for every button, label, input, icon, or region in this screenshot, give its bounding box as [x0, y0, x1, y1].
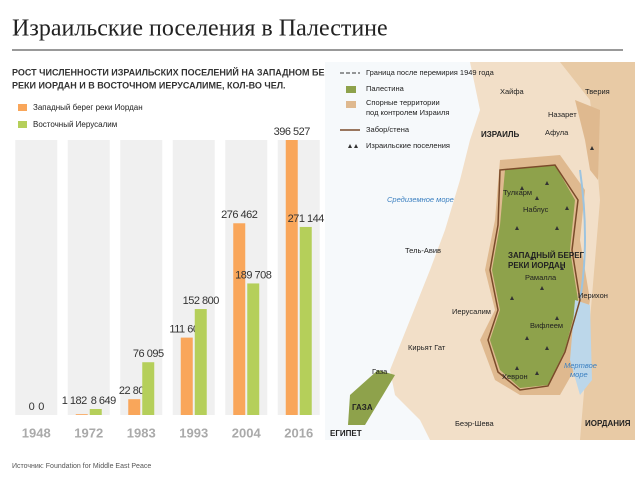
x-tick-label: 1948 — [22, 425, 51, 440]
chart-title: РЕКИ ИОРДАН И В ВОСТОЧНОМ ИЕРУСАЛИМЕ, КО… — [12, 80, 286, 90]
value-label: 76 095 — [133, 348, 164, 360]
column-band — [172, 140, 215, 415]
bar — [180, 337, 193, 415]
column-band — [120, 140, 163, 415]
bar — [233, 223, 246, 415]
map-label: Средиземное море — [387, 195, 454, 204]
map-legend: Спорные территории — [366, 98, 440, 107]
map-label: ЗАПАДНЫЙ БЕРЕГ — [508, 251, 585, 260]
map-label: Хайфа — [500, 87, 525, 96]
map-legend: Граница после перемирия 1949 года — [366, 68, 495, 77]
source: Источник: Foundation for Middle East Pea… — [12, 463, 151, 470]
map-legend: Забор/стена — [366, 125, 410, 134]
map-label: ИЗРАИЛЬ — [481, 130, 520, 139]
bar — [194, 309, 207, 415]
column-band — [15, 140, 58, 415]
map-label: ИОРДАНИЯ — [585, 419, 631, 428]
bar — [299, 226, 312, 415]
value-label: 189 708 — [235, 269, 272, 281]
value-label: 0 — [29, 401, 35, 413]
bar — [142, 362, 155, 415]
legend-label: Западный берег реки Иордан — [33, 103, 143, 112]
map-label: Мертвое — [564, 361, 597, 370]
chart-title: РОСТ ЧИСЛЕННОСТИ ИЗРАИЛЬСКИХ ПОСЕЛЕНИЙ Н… — [12, 66, 348, 77]
map-label: Назарет — [548, 110, 577, 119]
legend-swatch — [18, 104, 27, 111]
bar — [285, 140, 298, 415]
map-label: Тель-Авив — [405, 246, 441, 255]
map-label: Тверия — [585, 87, 610, 96]
page-title: Израильские поселения в Палестине — [12, 16, 388, 42]
x-tick-label: 1972 — [74, 425, 103, 440]
legend-symbol — [346, 101, 356, 108]
value-label: 276 462 — [221, 209, 258, 221]
bar — [247, 283, 260, 415]
value-label: 396 527 — [274, 126, 311, 138]
gaza — [348, 370, 395, 425]
map-legend: Израильские поселения — [366, 141, 450, 150]
map-label: море — [570, 370, 588, 379]
map-label: Газа — [372, 367, 388, 376]
map: Граница после перемирия 1949 года Палест… — [325, 62, 635, 440]
x-tick-label: 2004 — [232, 425, 262, 440]
x-tick-label: 1993 — [179, 425, 208, 440]
x-tick-label: 1983 — [127, 425, 156, 440]
legend-symbol — [346, 86, 356, 93]
value-label: 271 144 — [288, 213, 325, 225]
legend-swatch — [18, 121, 27, 128]
value-label: 1 182 — [62, 395, 87, 407]
value-label: 8 649 — [91, 395, 116, 407]
column-band — [277, 140, 320, 415]
map-label: Хеврон — [502, 372, 528, 381]
wall — [487, 164, 581, 391]
map-label: Наблус — [523, 205, 549, 214]
river — [579, 169, 586, 301]
map-label: Кирьят Гат — [408, 343, 446, 352]
value-label: 152 800 — [183, 295, 220, 307]
legend-symbol — [348, 144, 358, 148]
golan — [575, 100, 600, 180]
legend-label: Восточный Иерусалим — [33, 120, 117, 129]
map-label: ЕГИПЕТ — [330, 429, 362, 438]
map-label: Иерусалим — [452, 307, 491, 316]
map-legend: Палестина — [366, 84, 405, 93]
palestine — [490, 165, 578, 388]
column-band — [225, 140, 268, 415]
map-label: Афула — [545, 128, 569, 137]
x-tick-label: 2016 — [284, 425, 313, 440]
map-label: Тулкарм — [503, 188, 532, 197]
column-band — [67, 140, 110, 415]
map-label: ГАЗА — [352, 403, 373, 412]
map-label: РЕКИ ИОРДАН — [508, 261, 566, 270]
jordan — [560, 62, 635, 440]
bar — [89, 409, 102, 415]
map-label: Беэр-Шева — [455, 419, 495, 428]
map-label: Иерихон — [578, 291, 608, 300]
map-legend: под контролем Израиля — [366, 108, 449, 117]
value-label: 0 — [38, 401, 44, 413]
map-label: Вифлеем — [530, 321, 563, 330]
map-label: Рамалла — [525, 273, 557, 282]
dead-sea — [570, 300, 592, 395]
bar — [75, 414, 88, 415]
bar — [128, 399, 141, 415]
